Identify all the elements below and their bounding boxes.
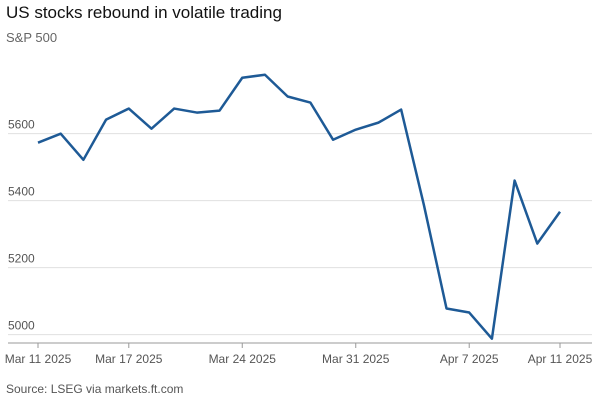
chart-title: US stocks rebound in volatile trading (6, 3, 282, 22)
x-tick-label: Apr 11 2025 (528, 352, 593, 366)
x-tick-label: Mar 24 2025 (209, 352, 277, 366)
y-tick-label: 5000 (8, 319, 35, 333)
y-tick-label: 5600 (8, 118, 35, 132)
x-tick-label: Apr 7 2025 (440, 352, 499, 366)
x-tick-label: Mar 11 2025 (5, 352, 72, 366)
x-tick-label: Mar 31 2025 (322, 352, 390, 366)
x-tick-label: Mar 17 2025 (95, 352, 163, 366)
y-tick-label: 5200 (8, 252, 35, 266)
line (37, 73, 562, 340)
source: Source: LSEG via markets.ft.com (6, 382, 183, 396)
y-tick-label: 5400 (8, 185, 35, 199)
chart-subtitle: S&P 500 (6, 30, 57, 45)
